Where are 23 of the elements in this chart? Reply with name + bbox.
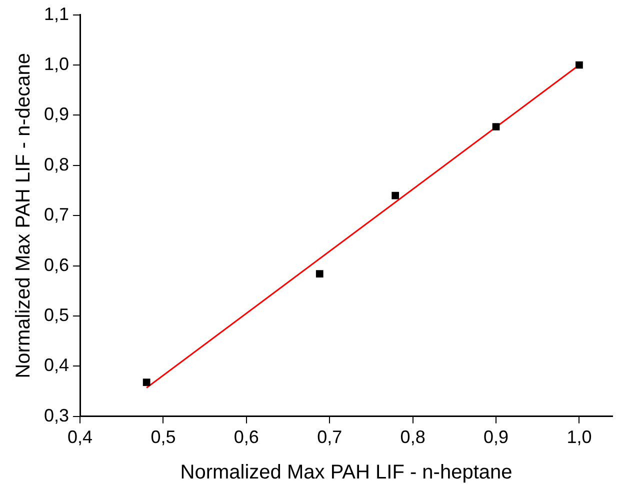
x-tick-label: 0,7 (317, 427, 342, 448)
x-tick-label: 0,6 (234, 427, 259, 448)
x-axis-title: Normalized Max PAH LIF - n-heptane (180, 462, 512, 484)
y-tick-label: 0,9 (44, 104, 70, 124)
point (392, 192, 400, 200)
y-axis-title: Normalized Max PAH LIF - n-decane (12, 52, 35, 378)
point (576, 61, 583, 69)
y-tick-label: 0,4 (44, 355, 70, 376)
x-tick-label: 0,5 (150, 427, 176, 448)
point (492, 123, 500, 130)
y-tick-label: 1,1 (44, 4, 70, 24)
y-tick-label: 1,0 (44, 54, 70, 74)
x-tick-label: 1,0 (566, 427, 592, 448)
x-tick-label: 0,4 (68, 427, 93, 448)
y-tick-label: 0,7 (44, 204, 70, 225)
x-tick-label: 0,9 (484, 427, 509, 448)
point (142, 378, 150, 386)
y-tick-label: 0,3 (44, 405, 70, 426)
y-tick-label: 0,8 (44, 154, 70, 174)
y-tick-label: 0,6 (44, 254, 70, 275)
point (316, 270, 324, 278)
x-tick-label: 0,8 (400, 427, 426, 448)
y-tick-label: 0,5 (44, 304, 70, 325)
